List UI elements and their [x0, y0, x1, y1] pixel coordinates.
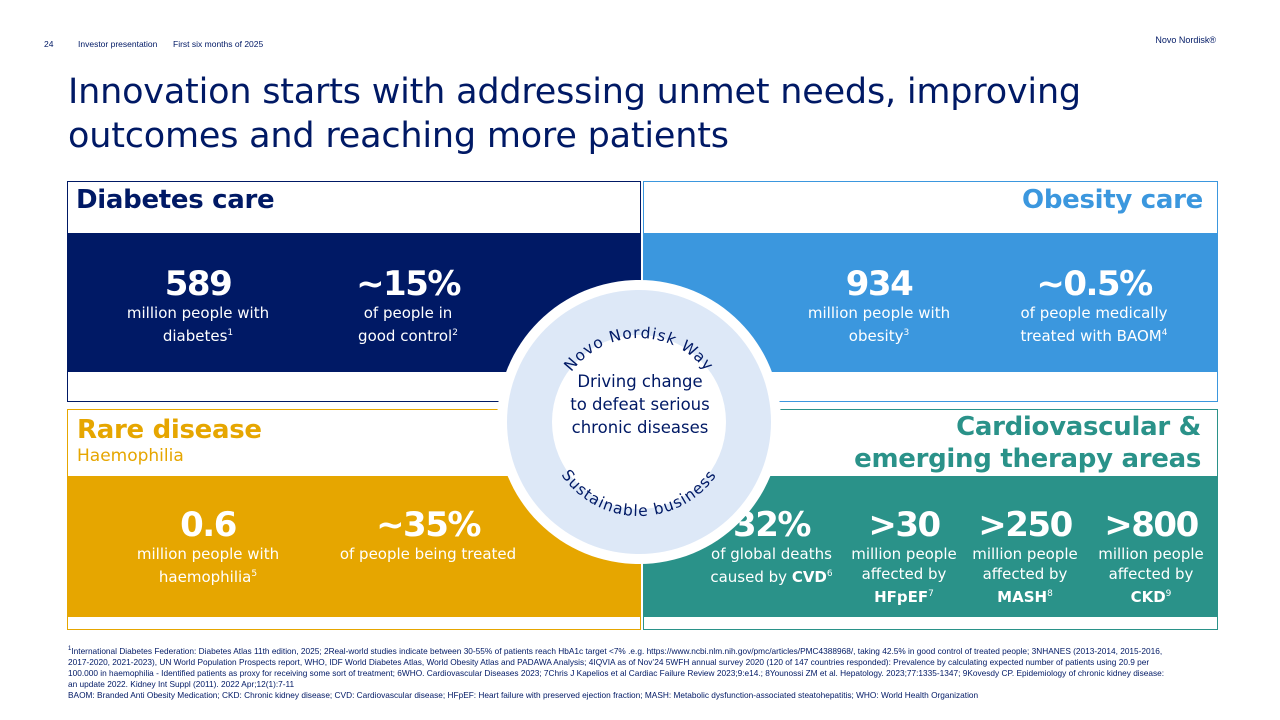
stat-label: affected by	[982, 565, 1068, 583]
stat-label: caused by	[710, 568, 792, 586]
diabetes-stats: 589 million people with diabetes1 ~15% of…	[68, 233, 640, 372]
footnote-text: International Diabetes Federation: Diabe…	[68, 645, 1165, 689]
hfpef-stat: >30 million people affected by HFpEF7	[844, 506, 964, 607]
ring-bottom-label: Sustainable business	[558, 466, 720, 520]
stat-label: haemophilia	[158, 568, 252, 586]
ring-top-label: Novo Nordisk Way	[561, 324, 718, 375]
stat-value: ~15%	[356, 264, 461, 304]
center-line: Driving change	[577, 372, 703, 391]
stat-value: 934	[845, 264, 914, 304]
page-title: Innovation starts with addressing unmet …	[68, 72, 1081, 156]
center-line: to defeat serious	[570, 395, 710, 414]
footnote-marker: 1	[68, 646, 72, 652]
footnote-marker: 2	[452, 328, 458, 338]
page-number: 24	[44, 39, 54, 49]
stat-label: million people with	[126, 304, 270, 322]
obesity-people-stat: 934 million people with obesity3	[784, 265, 974, 346]
ckd-stat: >800 million people affected by CKD9	[1091, 506, 1211, 607]
center-statement: Driving change to defeat serious chronic…	[552, 370, 728, 439]
cardiovascular-title-line2: emerging therapy areas	[854, 444, 1201, 474]
footnote-marker: 6	[826, 569, 833, 579]
stat-label: of people medically	[1020, 304, 1168, 322]
stat-label: of people in	[363, 304, 453, 322]
rare-disease-subtitle: Haemophilia	[77, 446, 184, 466]
period-label: First six months of 2025	[173, 39, 264, 49]
obesity-treated-stat: ~0.5% of people medically treated with BA…	[1004, 265, 1184, 346]
cardiovascular-title: Cardiovascular & emerging therapy areas	[854, 411, 1201, 475]
footnote-marker: 9	[1165, 589, 1172, 599]
stat-value: >30	[868, 505, 941, 545]
footnote-marker: 3	[903, 328, 910, 338]
stat-label: million people with	[807, 304, 951, 322]
stat-label: affected by	[861, 565, 947, 583]
footnote-abbreviations: BAOM: Branded Anti Obesity Medication; C…	[68, 689, 979, 700]
center-line: chronic diseases	[571, 418, 709, 437]
obesity-care-panel: Obesity care 934 million people with obes…	[643, 181, 1218, 402]
stat-label-bold: HFpEF	[874, 588, 929, 606]
center-circle-inner	[552, 335, 726, 509]
stat-label: million people with	[136, 545, 280, 563]
stat-label: million people	[851, 545, 957, 563]
stat-value: 0.6	[180, 505, 237, 545]
stat-value: 589	[164, 264, 233, 304]
diabetes-care-title: Diabetes care	[76, 185, 275, 215]
stat-label: of global deaths	[711, 545, 832, 563]
ring-text: Novo Nordisk Way Sustainable business	[558, 324, 720, 520]
stat-value: ~0.5%	[1036, 264, 1153, 304]
footnote-references: 1International Diabetes Federation: Diab…	[68, 644, 1168, 690]
stat-label: of people being treated	[339, 545, 517, 563]
footnotes: 1International Diabetes Federation: Diab…	[68, 644, 1168, 701]
brand-label: Novo Nordisk®	[1155, 35, 1216, 45]
stat-label: million people	[1098, 545, 1204, 563]
footnote-marker: 7	[928, 589, 934, 599]
obesity-care-title: Obesity care	[1022, 185, 1203, 215]
stat-label: good control	[358, 327, 453, 345]
stat-value: >800	[1104, 505, 1199, 545]
stat-value: ~35%	[376, 505, 481, 545]
mash-stat: >250 million people affected by MASH8	[965, 506, 1085, 607]
stat-label-bold: CVD	[791, 568, 827, 586]
footnote-marker: 1	[227, 328, 234, 338]
footnote-marker: 5	[251, 569, 258, 579]
presentation-label: Investor presentation	[78, 39, 158, 49]
haemophilia-people-stat: 0.6 million people with haemophilia5	[118, 506, 298, 587]
stat-label: affected by	[1108, 565, 1194, 583]
stat-label-bold: MASH	[997, 588, 1048, 606]
haemophilia-treated-stat: ~35% of people being treated	[328, 506, 528, 564]
diabetes-care-panel: Diabetes care 589 million people with dia…	[67, 181, 641, 402]
footnote-marker: 4	[1161, 328, 1168, 338]
stat-label: diabetes	[162, 327, 228, 345]
stat-label: obesity	[848, 327, 904, 345]
footnote-marker: 8	[1047, 589, 1053, 599]
obesity-stats: 934 million people with obesity3 ~0.5% of…	[644, 233, 1217, 372]
rare-disease-title: Rare disease	[77, 415, 262, 445]
stat-label: treated with BAOM	[1020, 327, 1162, 345]
stat-value: >250	[978, 505, 1073, 545]
cardiovascular-title-line1: Cardiovascular &	[956, 412, 1201, 442]
diabetes-control-stat: ~15% of people in good control2	[318, 265, 498, 346]
stat-label-bold: CKD	[1130, 588, 1166, 606]
diabetes-people-stat: 589 million people with diabetes1	[108, 265, 288, 346]
stat-label: million people	[972, 545, 1078, 563]
